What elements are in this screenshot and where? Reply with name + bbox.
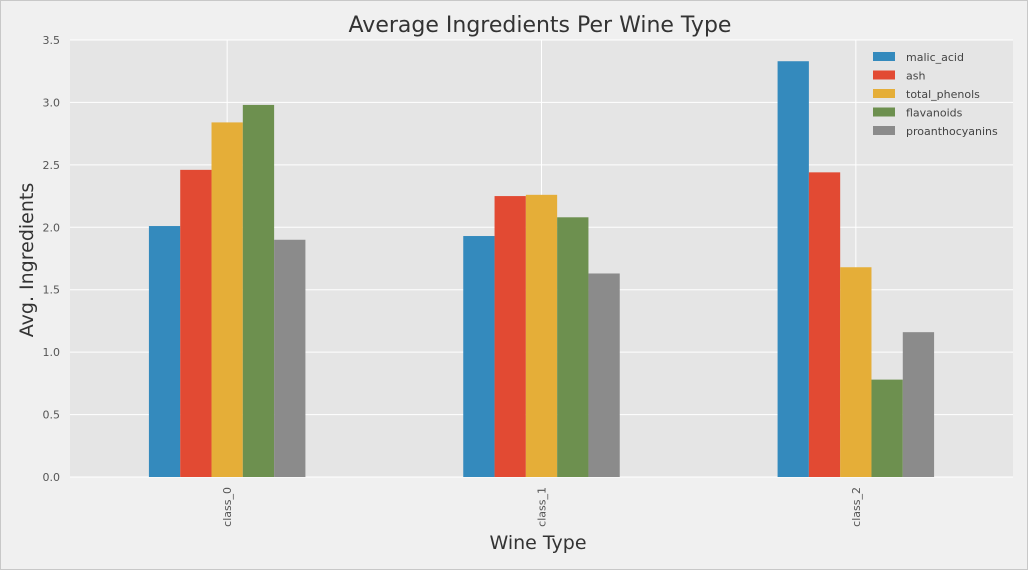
bar-flavanoids-class_2 [871, 379, 903, 477]
legend-label-proanthocyanins: proanthocyanins [906, 125, 998, 138]
legend-label-malic_acid: malic_acid [906, 51, 964, 64]
legend-swatch-total_phenols [873, 89, 895, 98]
bar-malic_acid-class_0 [148, 226, 181, 477]
legend-swatch-proanthocyanins [873, 126, 895, 135]
legend-swatch-ash [873, 70, 895, 80]
bar-malic_acid-class_1 [463, 236, 495, 477]
x-tick-label: class_0 [221, 487, 234, 527]
y-tick-label: 1.0 [43, 346, 61, 359]
y-axis-label: Avg. Ingredients [16, 183, 38, 337]
bar-total_phenols-class_0 [211, 122, 243, 478]
y-tick-labels: 0.0 0.5 1.0 1.5 2.0 2.5 3.0 3.5 [43, 34, 61, 484]
y-tick-label: 0.5 [43, 409, 61, 422]
y-tick-label: 3.0 [43, 96, 61, 109]
y-tick-label: 3.5 [43, 34, 61, 47]
y-tick-label: 0.0 [43, 471, 61, 484]
bar-total_phenols-class_1 [525, 194, 558, 477]
bar-total_phenols-class_2 [840, 267, 872, 477]
bar-proanthocyanins-class_0 [274, 239, 306, 477]
chart-title: Average Ingredients Per Wine Type [349, 13, 732, 38]
bar-ash-class_2 [808, 172, 841, 477]
legend-swatch-malic_acid [873, 52, 895, 61]
legend-label-ash: ash [906, 70, 925, 83]
legend-swatch-flavanoids [873, 107, 895, 117]
bars [148, 61, 935, 478]
x-axis-label: Wine Type [489, 532, 586, 554]
bar-proanthocyanins-class_2 [902, 332, 935, 477]
bar-proanthocyanins-class_1 [588, 273, 620, 477]
x-tick-label: class_1 [536, 487, 549, 527]
y-tick-label: 1.5 [43, 284, 61, 297]
bar-malic_acid-class_2 [777, 61, 809, 478]
legend-label-total_phenols: total_phenols [906, 88, 980, 101]
x-tick-labels: class_0 class_1 class_2 [221, 487, 863, 527]
bar-flavanoids-class_0 [242, 104, 275, 477]
legend-label-flavanoids: flavanoids [906, 107, 963, 120]
x-tick-label: class_2 [850, 487, 863, 527]
y-tick-label: 2.5 [43, 159, 61, 172]
bar-ash-class_1 [494, 196, 526, 478]
y-tick-label: 2.0 [43, 221, 61, 234]
bar-flavanoids-class_1 [557, 217, 589, 477]
bar-ash-class_0 [180, 169, 212, 477]
